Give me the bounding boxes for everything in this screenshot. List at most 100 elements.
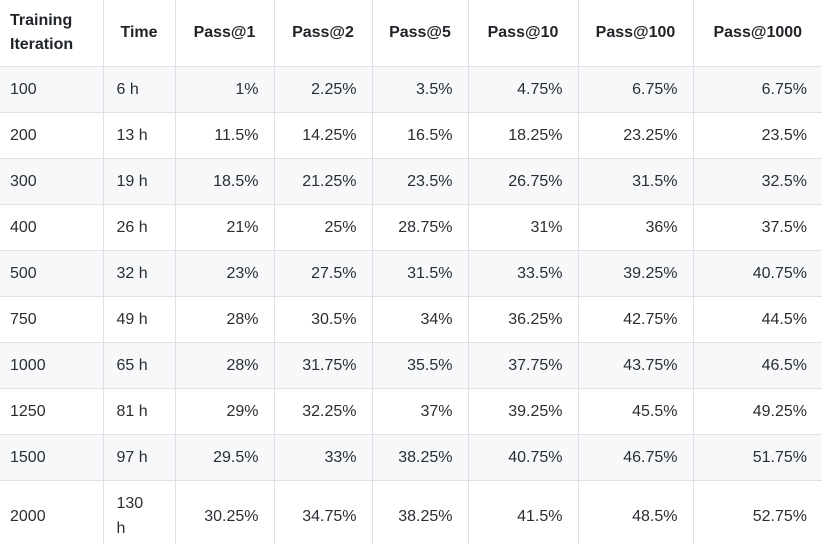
- cell-pass100: 46.75%: [578, 434, 694, 481]
- cell-pass100: 48.5%: [578, 480, 694, 544]
- cell-pass5: 28.75%: [372, 204, 469, 251]
- col-header-pass-1000: Pass@1000: [693, 0, 822, 67]
- cell-pass5: 34%: [372, 296, 469, 343]
- cell-pass1: 29.5%: [175, 434, 275, 481]
- table-row: 1000 65 h 28% 31.75% 35.5% 37.75% 43.75% 46.5%: [0, 342, 822, 389]
- cell-pass1000: 44.5%: [693, 296, 822, 343]
- table-row: 750 49 h 28% 30.5% 34% 36.25% 42.75% 44.5%: [0, 296, 822, 343]
- cell-iteration: 1000: [0, 342, 104, 389]
- cell-pass1: 18.5%: [175, 158, 275, 205]
- cell-pass10: 41.5%: [468, 480, 579, 544]
- cell-iteration: 2000: [0, 480, 104, 544]
- cell-pass5: 3.5%: [372, 66, 469, 113]
- table-row: 300 19 h 18.5% 21.25% 23.5% 26.75% 31.5% 32.5%: [0, 158, 822, 205]
- table-row: 1500 97 h 29.5% 33% 38.25% 40.75% 46.75% 51.75%: [0, 434, 822, 481]
- cell-iteration: 100: [0, 66, 104, 113]
- col-header-pass-1: Pass@1: [175, 0, 275, 67]
- cell-pass10: 33.5%: [468, 250, 579, 297]
- cell-pass5: 38.25%: [372, 480, 469, 544]
- table-row: 2000 130 h 30.25% 34.75% 38.25% 41.5% 48.5% 52.…: [0, 480, 822, 544]
- cell-time: 130 h: [103, 480, 176, 544]
- table-row: 400 26 h 21% 25% 28.75% 31% 36% 37.5%: [0, 204, 822, 251]
- table-row: 100 6 h 1% 2.25% 3.5% 4.75% 6.75% 6.75%: [0, 66, 822, 113]
- cell-pass1: 28%: [175, 342, 275, 389]
- col-header-time: Time: [103, 0, 176, 67]
- col-header-training-iteration: Training Iteration: [0, 0, 104, 67]
- cell-pass1: 23%: [175, 250, 275, 297]
- cell-iteration: 1250: [0, 388, 104, 435]
- cell-pass1: 30.25%: [175, 480, 275, 544]
- col-header-pass-10: Pass@10: [468, 0, 579, 67]
- cell-pass1: 11.5%: [175, 112, 275, 159]
- cell-pass1: 21%: [175, 204, 275, 251]
- cell-pass2: 25%: [274, 204, 373, 251]
- cell-pass1: 28%: [175, 296, 275, 343]
- cell-pass2: 30.5%: [274, 296, 373, 343]
- cell-pass1000: 46.5%: [693, 342, 822, 389]
- cell-pass10: 40.75%: [468, 434, 579, 481]
- table-row: 200 13 h 11.5% 14.25% 16.5% 18.25% 23.25% 23.5%: [0, 112, 822, 159]
- cell-pass1000: 52.75%: [752, 507, 807, 525]
- cell-pass2: 2.25%: [274, 66, 373, 113]
- cell-pass1000: 37.5%: [693, 204, 822, 251]
- cell-pass100: 43.75%: [578, 342, 694, 389]
- cell-pass1000: 40.75%: [693, 250, 822, 297]
- cell-pass2: 32.25%: [274, 388, 373, 435]
- cell-pass2: 34.75%: [274, 480, 373, 544]
- cell-time: 13 h: [103, 112, 176, 159]
- cell-iteration: 1500: [0, 434, 104, 481]
- cell-pass5: 35.5%: [372, 342, 469, 389]
- cell-pass1000: 23.5%: [693, 112, 822, 159]
- cell-pass5: 37%: [372, 388, 469, 435]
- cell-iteration: 200: [0, 112, 104, 159]
- cell-pass1000: 49.25%: [693, 388, 822, 435]
- cell-time: 97 h: [103, 434, 176, 481]
- cell-pass2: 33%: [274, 434, 373, 481]
- cell-pass5: 31.5%: [372, 250, 469, 297]
- cell-pass10: 4.75%: [468, 66, 579, 113]
- cell-time: 32 h: [103, 250, 176, 297]
- cell-pass2: 21.25%: [274, 158, 373, 205]
- cell-pass100: 23.25%: [578, 112, 694, 159]
- cell-pass100: 42.75%: [578, 296, 694, 343]
- cell-time: 65 h: [103, 342, 176, 389]
- cell-pass2: 14.25%: [274, 112, 373, 159]
- cell-pass5: 23.5%: [372, 158, 469, 205]
- cell-pass5: 38.25%: [372, 434, 469, 481]
- cell-pass100: 31.5%: [578, 158, 694, 205]
- cell-time: 81 h: [103, 388, 176, 435]
- cell-pass1: 1%: [175, 66, 275, 113]
- cell-pass1000: 32.5%: [693, 158, 822, 205]
- cell-time: 26 h: [103, 204, 176, 251]
- cell-pass5: 16.5%: [372, 112, 469, 159]
- cell-pass2: 31.75%: [274, 342, 373, 389]
- table-row: 500 32 h 23% 27.5% 31.5% 33.5% 39.25% 40.75%: [0, 250, 822, 297]
- cell-iteration: 500: [0, 250, 104, 297]
- cell-pass1: 29%: [175, 388, 275, 435]
- cell-pass100: 45.5%: [578, 388, 694, 435]
- cell-pass10: 26.75%: [468, 158, 579, 205]
- cell-pass100: 36%: [578, 204, 694, 251]
- cell-time: 49 h: [103, 296, 176, 343]
- cell-iteration: 400: [0, 204, 104, 251]
- cell-pass2: 27.5%: [274, 250, 373, 297]
- col-header-pass-100: Pass@100: [578, 0, 694, 67]
- cell-iteration: 750: [0, 296, 104, 343]
- col-header-pass-5: Pass@5: [372, 0, 469, 67]
- col-header-pass-2: Pass@2: [274, 0, 373, 67]
- cell-pass1000: 51.75%: [693, 434, 822, 481]
- cell-pass1000: 6.75%: [693, 66, 822, 113]
- table-header-row: Training Iteration Time Pass@1 Pass@2 Pa…: [0, 0, 822, 67]
- cell-time: 19 h: [103, 158, 176, 205]
- cell-pass10: 39.25%: [468, 388, 579, 435]
- table-row: 1250 81 h 29% 32.25% 37% 39.25% 45.5% 49.25%: [0, 388, 822, 435]
- cell-pass10: 37.75%: [468, 342, 579, 389]
- cell-pass10: 36.25%: [468, 296, 579, 343]
- cell-pass10: 31%: [468, 204, 579, 251]
- cell-pass10: 18.25%: [468, 112, 579, 159]
- cell-iteration: 300: [0, 158, 104, 205]
- cell-pass100: 6.75%: [578, 66, 694, 113]
- cell-time: 6 h: [103, 66, 176, 113]
